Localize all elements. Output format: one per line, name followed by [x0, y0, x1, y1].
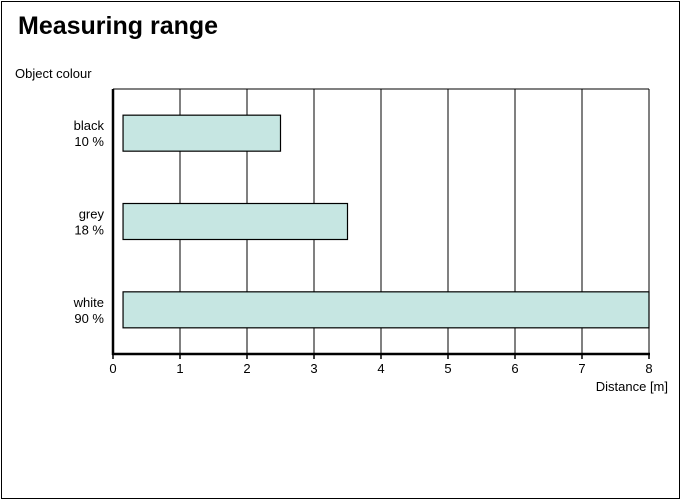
x-tick-label: 0	[109, 361, 116, 376]
x-tick-label: 7	[578, 361, 585, 376]
x-tick-label: 3	[310, 361, 317, 376]
x-tick-label: 2	[243, 361, 250, 376]
axes	[111, 88, 650, 359]
y-axis-label: Object colour	[15, 66, 92, 81]
x-tick-label: 5	[444, 361, 451, 376]
x-axis-label: Distance [m]	[596, 379, 668, 394]
x-tick-label: 6	[511, 361, 518, 376]
y-tick-label-name: grey	[79, 207, 105, 222]
bars	[122, 114, 650, 329]
y-tick-label-reflectance: 18 %	[74, 223, 104, 238]
x-tick-label: 8	[645, 361, 652, 376]
chart-title: Measuring range	[18, 12, 219, 40]
bar-black	[122, 114, 282, 152]
x-tick-label: 4	[377, 361, 384, 376]
y-tick-label-reflectance: 90 %	[74, 311, 104, 326]
y-tick-label-name: black	[74, 118, 105, 133]
bar-white	[122, 291, 650, 329]
x-tick-label: 1	[176, 361, 183, 376]
bar-grey	[122, 202, 349, 241]
y-tick-label-reflectance: 10 %	[74, 134, 104, 149]
y-tick-label-name: white	[73, 295, 104, 310]
x-tick-labels: 0 1 2 3 4 5 6 7 8	[109, 361, 652, 376]
